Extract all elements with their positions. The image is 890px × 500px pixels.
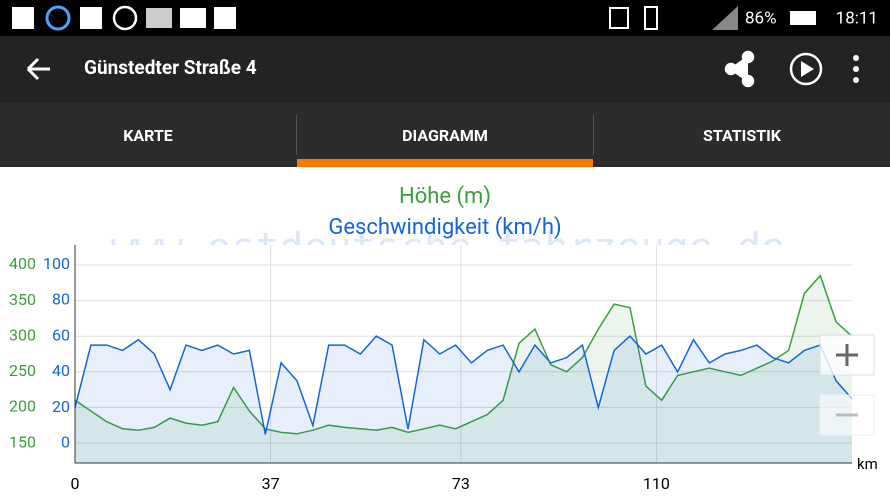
area-fill bbox=[75, 336, 852, 463]
app-icon bbox=[214, 7, 236, 29]
toolbar: Günstedter Straße 4 bbox=[0, 36, 890, 103]
tab-divider bbox=[593, 115, 594, 155]
x-tick-label: 0 bbox=[71, 474, 80, 493]
app-icon bbox=[146, 8, 172, 28]
tab[interactable]: DIAGRAMM bbox=[402, 125, 488, 145]
clock: 18:11 bbox=[836, 8, 878, 28]
toolbar-svg: Günstedter Straße 4 bbox=[26, 50, 859, 88]
nfc-icon bbox=[609, 7, 629, 29]
vibrate-icon bbox=[644, 6, 658, 30]
tab[interactable]: STATISTIK bbox=[703, 125, 781, 145]
chart: Höhe (m) Geschwindigkeit (km/h) www.ostd… bbox=[9, 184, 878, 493]
app-icon bbox=[112, 5, 138, 31]
x-tick-label: 73 bbox=[452, 474, 470, 493]
x-tick-label: 37 bbox=[262, 474, 280, 493]
chart-subtitle: Geschwindigkeit (km/h) bbox=[328, 215, 561, 240]
y2-tick-label: 0 bbox=[61, 433, 70, 452]
play-button[interactable] bbox=[789, 52, 823, 86]
back-button[interactable] bbox=[26, 57, 50, 81]
y-tick-label: 400 bbox=[9, 254, 36, 273]
tab[interactable]: KARTE bbox=[123, 125, 173, 145]
y2-tick-label: 40 bbox=[52, 361, 70, 380]
signal-icon bbox=[712, 6, 738, 30]
app-icon bbox=[45, 5, 71, 31]
zoom-in-button[interactable] bbox=[819, 334, 875, 376]
battery-icon bbox=[790, 11, 816, 25]
y2-tick-label: 20 bbox=[52, 397, 70, 416]
chart-title: Höhe (m) bbox=[399, 184, 491, 209]
x-axis-label: km bbox=[857, 455, 878, 473]
tab-indicator bbox=[297, 159, 593, 167]
zoom-out-button[interactable] bbox=[819, 394, 875, 436]
app-icon bbox=[12, 7, 34, 29]
app-icon bbox=[80, 7, 102, 29]
y-tick-label: 150 bbox=[9, 432, 36, 451]
app-icon bbox=[180, 8, 206, 28]
y2-tick-label: 100 bbox=[43, 254, 70, 273]
menu-button[interactable] bbox=[853, 55, 859, 83]
area-fill bbox=[75, 275, 852, 463]
y-tick-label: 250 bbox=[9, 361, 36, 380]
series-line bbox=[74, 274, 853, 435]
tab-divider bbox=[296, 115, 297, 155]
y-tick-label: 200 bbox=[9, 397, 36, 416]
status-icons: 86% 18:11 bbox=[12, 5, 878, 31]
status-bar: 86% 18:11 bbox=[0, 0, 890, 36]
tab-bar: KARTE DIAGRAMM STATISTIK bbox=[0, 103, 890, 167]
x-tick-label: 110 bbox=[643, 474, 670, 493]
y-tick-label: 350 bbox=[9, 290, 36, 309]
toolbar-title: Günstedter Straße 4 bbox=[84, 56, 257, 79]
battery-text: 86% bbox=[745, 8, 777, 28]
y2-tick-label: 60 bbox=[52, 325, 70, 344]
y2-tick-label: 80 bbox=[52, 290, 70, 309]
share-button[interactable] bbox=[724, 50, 755, 88]
y-tick-label: 300 bbox=[9, 325, 36, 344]
series-line bbox=[74, 335, 853, 435]
